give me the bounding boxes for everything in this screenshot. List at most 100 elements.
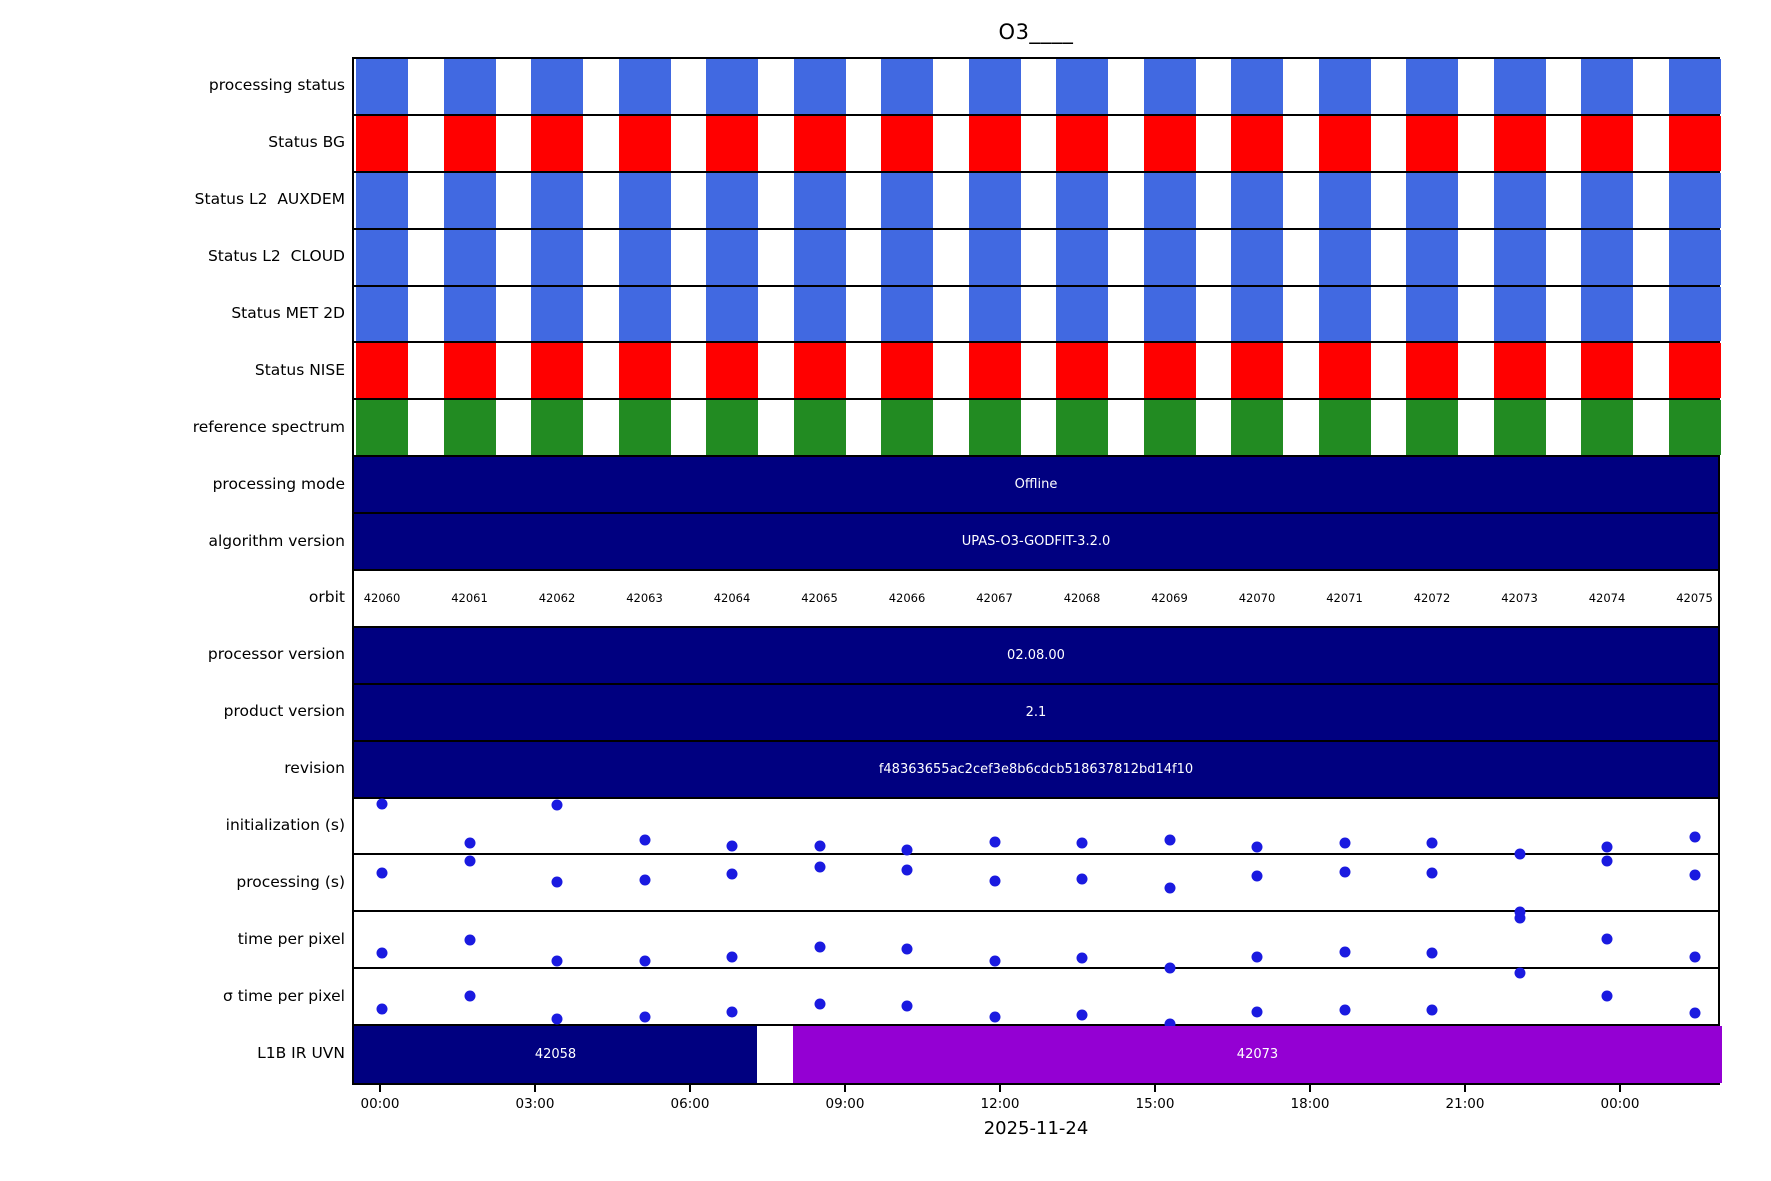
status-block: [356, 400, 408, 456]
scatter-dot: [639, 874, 650, 886]
x-tick-label: 00:00: [1600, 1096, 1640, 1112]
scatter-dot: [726, 840, 738, 852]
orbit-number: 42068: [1063, 591, 1101, 606]
row-blocks: [354, 400, 1721, 458]
scatter-dot: [1251, 841, 1263, 853]
status-block: [1143, 172, 1196, 228]
value-bar: 02.08.00: [354, 627, 1718, 683]
status-block: [1231, 343, 1283, 399]
status-block: [706, 343, 758, 399]
row-label: reference spectrum: [192, 417, 345, 436]
scatter-dot: [1339, 866, 1350, 878]
scatter-dot: [1426, 867, 1438, 879]
scatter-dot: [1689, 1007, 1700, 1019]
scatter-dot: [989, 955, 1000, 967]
status-block: [968, 343, 1021, 399]
timespan-bar: 42058: [354, 1026, 757, 1083]
scatter-dot: [989, 1011, 1000, 1023]
scatter-dot: [726, 951, 738, 963]
value-bar-text: f48363655ac2cef3e8b6cdcb518637812bd14f10: [878, 761, 1194, 777]
status-block: [881, 400, 933, 456]
scatter-dot: [1514, 906, 1525, 918]
status-block: [618, 400, 671, 456]
status-block: [1056, 115, 1108, 171]
value-bar: Offline: [354, 457, 1718, 513]
status-block: [1318, 286, 1371, 342]
orbit-number: 42069: [1151, 591, 1188, 606]
status-block: [706, 229, 758, 285]
status-block: [1143, 400, 1196, 456]
x-tick: [689, 1085, 691, 1092]
scatter-dot: [551, 1013, 563, 1025]
row-label: processing mode: [212, 474, 345, 493]
status-block: [1581, 286, 1633, 342]
status-block: [1581, 115, 1633, 171]
status-block: [531, 343, 583, 399]
scatter-dot: [376, 1003, 388, 1015]
status-block: [706, 400, 758, 456]
orbit-number: 42060: [363, 591, 401, 606]
status-block: [531, 400, 583, 456]
scatter-dot: [376, 867, 388, 879]
status-block: [1231, 172, 1283, 228]
scatter-dot: [1514, 912, 1525, 924]
status-block: [1406, 115, 1458, 171]
status-block: [881, 115, 933, 171]
timespan-bar-text: 42073: [1236, 1047, 1279, 1063]
status-block: [618, 286, 671, 342]
status-block: [1318, 172, 1371, 228]
scatter-dot: [1426, 947, 1438, 959]
status-block: [968, 59, 1021, 114]
scatter-dot: [639, 834, 650, 845]
status-block: [1493, 286, 1546, 342]
status-block: [1668, 343, 1721, 399]
x-axis-date-label: 2025-11-24: [983, 1118, 1089, 1139]
row-bar: f48363655ac2cef3e8b6cdcb518637812bd14f10: [354, 741, 1718, 799]
scatter-dot: [1601, 933, 1613, 945]
scatter-dot: [814, 941, 825, 953]
orbit-number: 42070: [1238, 591, 1276, 606]
status-block: [1056, 172, 1108, 228]
row-bar: 02.08.00: [354, 627, 1718, 685]
scatter-dot: [1076, 837, 1088, 849]
orbit-number: 42062: [538, 591, 576, 606]
x-tick-label: 06:00: [670, 1096, 710, 1112]
row-scatter: [354, 855, 1718, 918]
scatter-dot: [1426, 837, 1438, 849]
x-tick: [1154, 1085, 1156, 1092]
status-block: [1581, 59, 1633, 114]
status-block: [1406, 400, 1458, 456]
status-block: [443, 286, 496, 342]
status-block: [706, 115, 758, 171]
row-blocks: [354, 229, 1721, 287]
status-block: [1143, 59, 1196, 114]
status-block: [881, 172, 933, 228]
status-block: [1231, 286, 1283, 342]
scatter-dot: [901, 1000, 913, 1012]
row-label: Status BG: [268, 133, 345, 152]
scatter-dot: [1339, 1004, 1350, 1016]
scatter-dot: [1514, 967, 1525, 979]
status-block: [1318, 343, 1371, 399]
x-tick: [379, 1085, 381, 1092]
status-block: [531, 229, 583, 285]
status-block: [1056, 286, 1108, 342]
scatter-dot: [1076, 952, 1088, 964]
status-block: [618, 172, 671, 228]
scatter-dot: [551, 955, 563, 967]
orbit-number: 42073: [1501, 591, 1538, 606]
status-block: [1231, 115, 1283, 171]
status-block: [618, 343, 671, 399]
status-block: [531, 59, 583, 114]
status-block: [1493, 172, 1546, 228]
status-block: [618, 115, 671, 171]
status-block: [1231, 229, 1283, 285]
status-block: [1668, 115, 1721, 171]
x-tick: [999, 1085, 1001, 1092]
x-tick-label: 00:00: [360, 1096, 400, 1112]
status-block: [1056, 229, 1108, 285]
status-block: [1581, 172, 1633, 228]
scatter-dot: [901, 943, 913, 955]
scatter-dot: [1689, 831, 1700, 843]
